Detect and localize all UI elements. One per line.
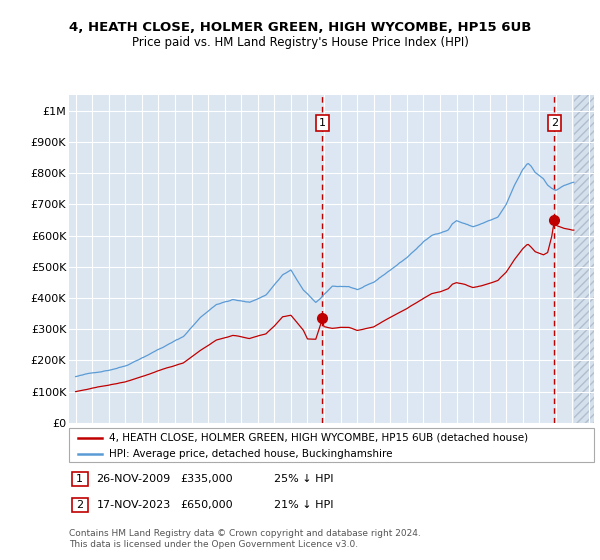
Text: 2: 2 — [76, 500, 83, 510]
Bar — [322, 95, 554, 423]
Text: Contains HM Land Registry data © Crown copyright and database right 2024.
This d: Contains HM Land Registry data © Crown c… — [69, 529, 421, 549]
Text: 4, HEATH CLOSE, HOLMER GREEN, HIGH WYCOMBE, HP15 6UB (detached house): 4, HEATH CLOSE, HOLMER GREEN, HIGH WYCOM… — [109, 433, 529, 443]
Text: 4, HEATH CLOSE, HOLMER GREEN, HIGH WYCOMBE, HP15 6UB: 4, HEATH CLOSE, HOLMER GREEN, HIGH WYCOM… — [69, 21, 531, 34]
Text: Price paid vs. HM Land Registry's House Price Index (HPI): Price paid vs. HM Land Registry's House … — [131, 36, 469, 49]
Bar — [574, 95, 594, 423]
Bar — [574, 95, 594, 423]
Text: 1: 1 — [319, 118, 326, 128]
Text: 2: 2 — [551, 118, 558, 128]
Text: HPI: Average price, detached house, Buckinghamshire: HPI: Average price, detached house, Buck… — [109, 449, 393, 459]
Text: 21% ↓ HPI: 21% ↓ HPI — [274, 500, 333, 510]
Text: 25% ↓ HPI: 25% ↓ HPI — [274, 474, 333, 484]
Text: £650,000: £650,000 — [181, 500, 233, 510]
Text: 1: 1 — [76, 474, 83, 484]
Text: 26-NOV-2009: 26-NOV-2009 — [97, 474, 171, 484]
Text: 17-NOV-2023: 17-NOV-2023 — [97, 500, 171, 510]
Text: £335,000: £335,000 — [181, 474, 233, 484]
